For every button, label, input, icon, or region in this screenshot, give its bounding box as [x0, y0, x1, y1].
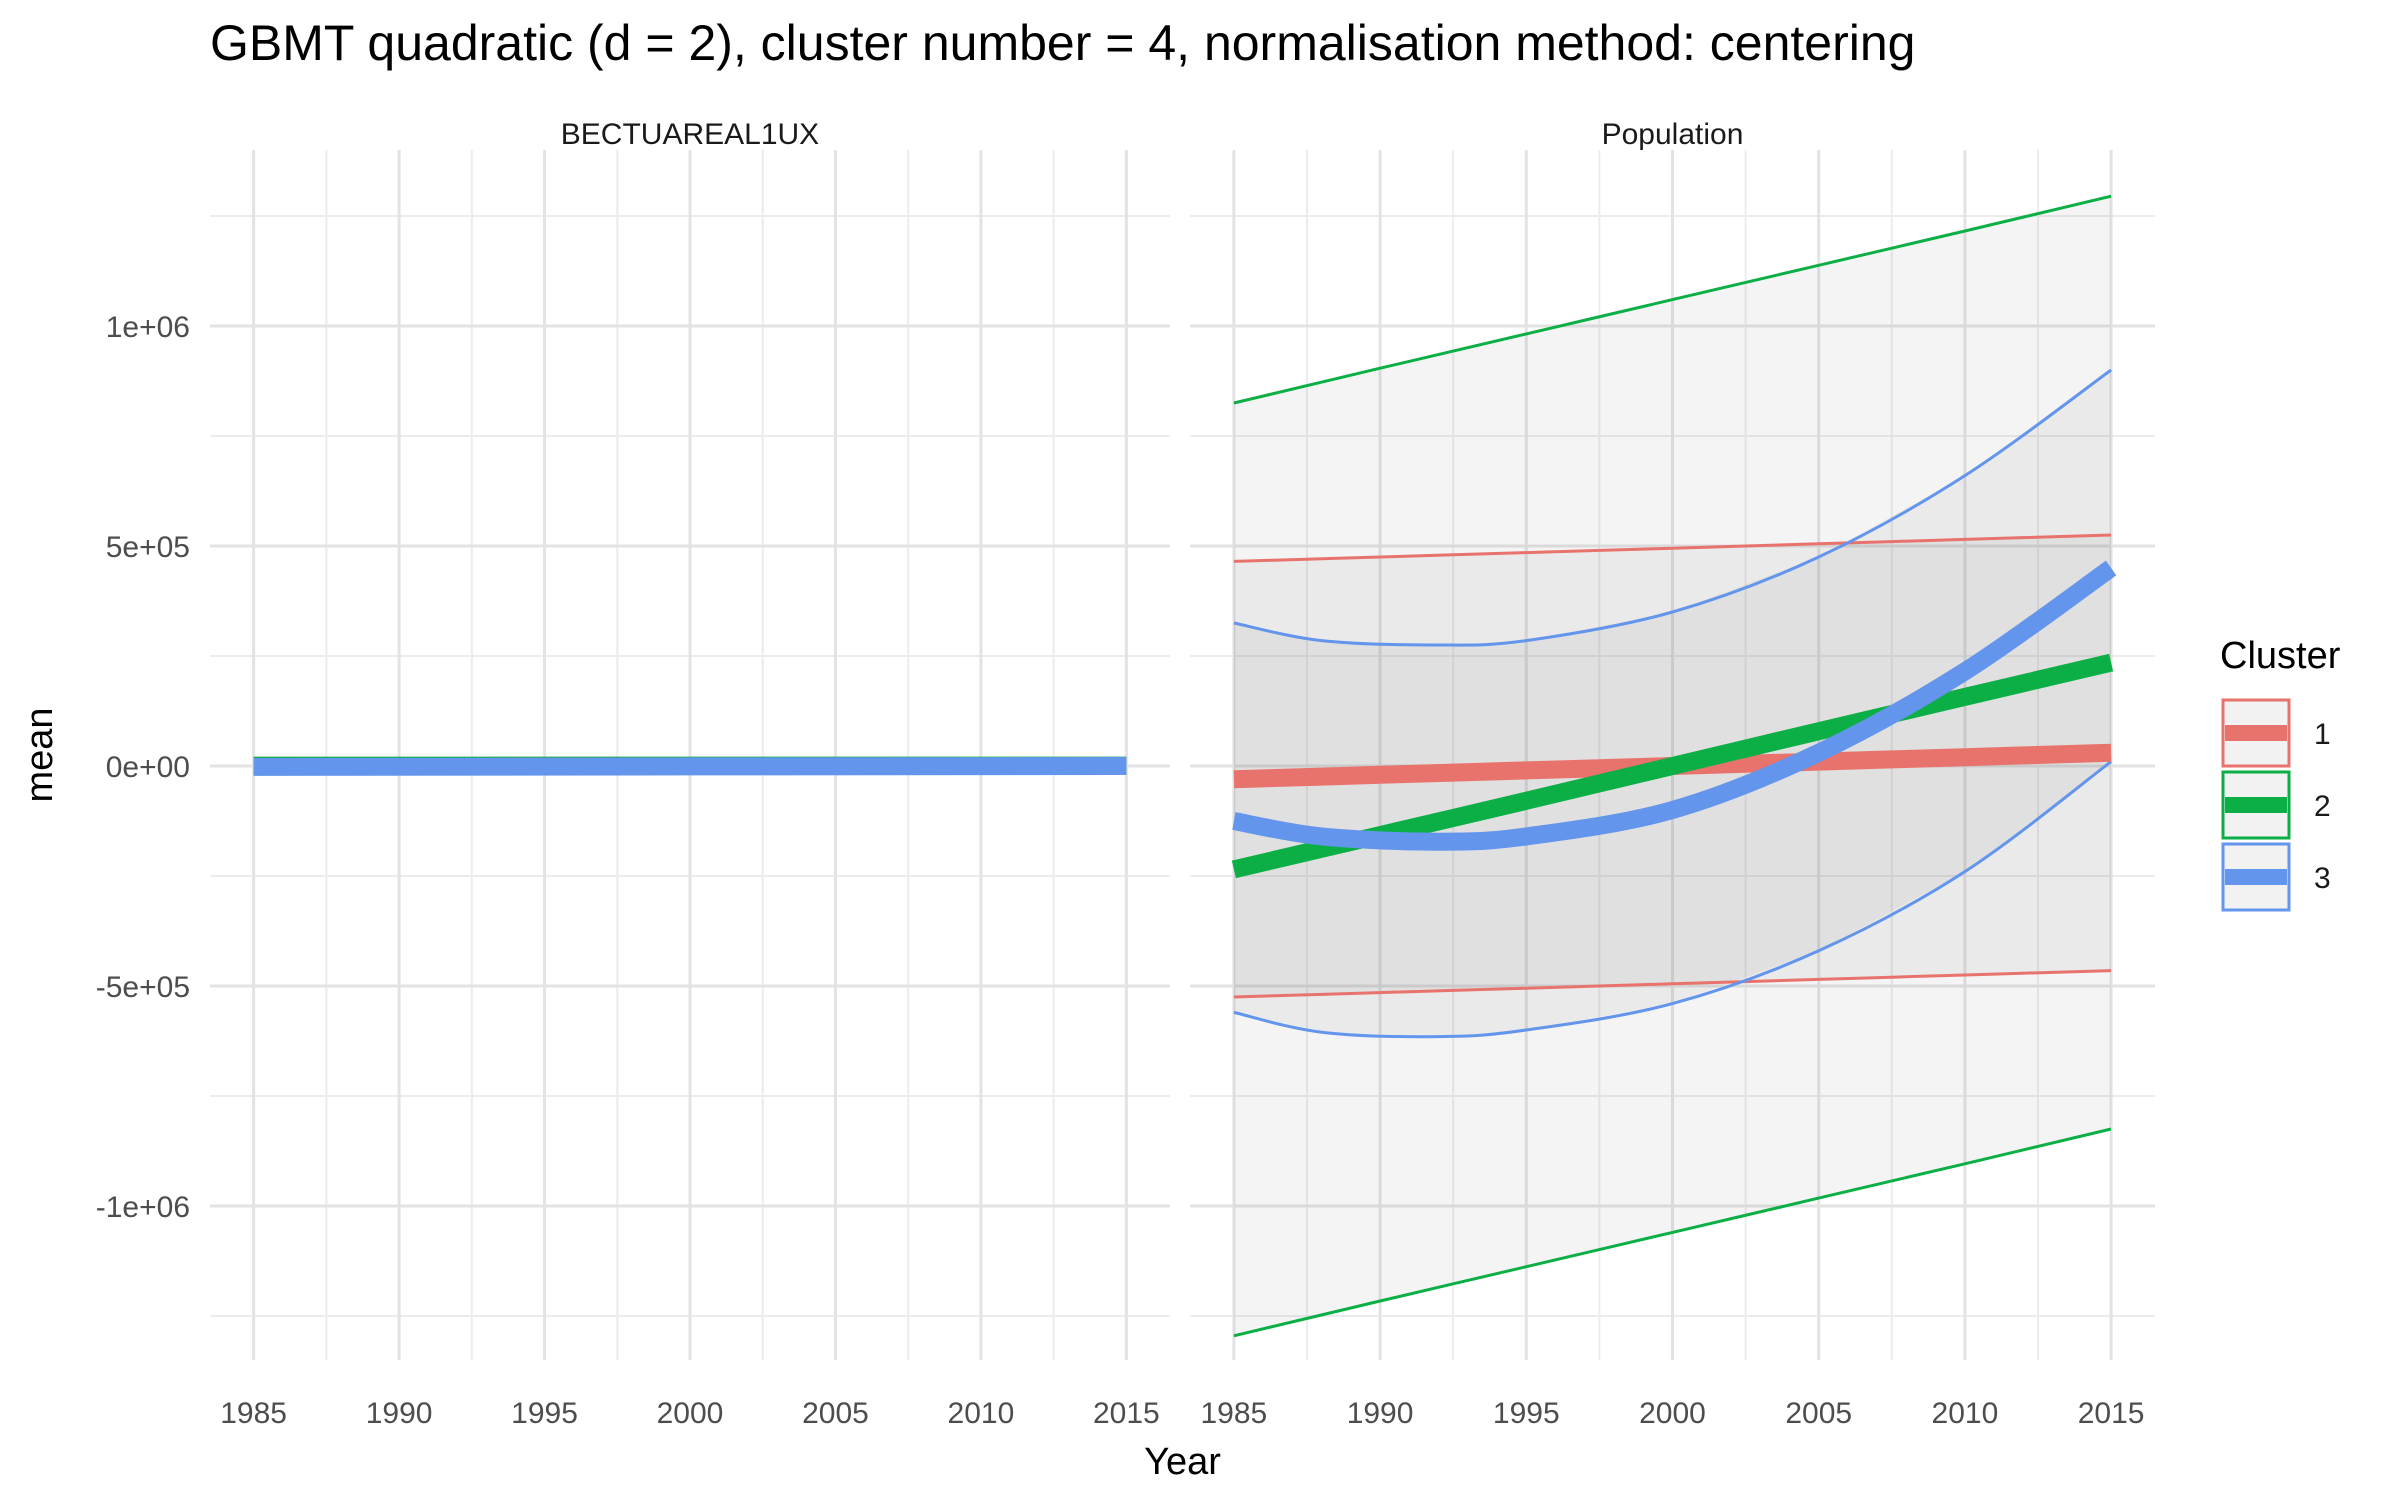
x-tick-label: 2005	[802, 1397, 869, 1430]
x-tick-label: 1990	[366, 1397, 433, 1430]
legend-label: 1	[2314, 718, 2331, 751]
legend-label: 2	[2314, 790, 2331, 823]
lower-bound-cluster-2	[1233, 1127, 2112, 1338]
x-axis-label: Year	[1144, 1441, 1221, 1483]
x-tick-label: 1990	[1347, 1397, 1414, 1430]
chart-title: GBMT quadratic (d = 2), cluster number =…	[210, 15, 1915, 71]
legend-label: 3	[2314, 862, 2331, 895]
x-axis-tick-labels: 1985 1990 1995 2000 2005 2010 2015	[220, 1397, 1159, 1430]
panel-bectuareal1ux: BECTUAREAL1UX 1985 1990 1995 2000 2005 2010 20…	[210, 118, 1170, 1430]
panel-gridlines	[210, 150, 1170, 1360]
ribbon-cluster-3	[1233, 370, 2112, 1037]
x-tick-label: 1985	[220, 1397, 287, 1430]
y-axis-tick-labels: -1e+06 -5e+05 0e+00 5e+05 1e+06	[96, 311, 190, 1224]
legend: Cluster 1 2 3	[2220, 635, 2341, 912]
x-tick-label: 2015	[2078, 1397, 2145, 1430]
lower-bound-cluster-3	[1233, 760, 2113, 1039]
legend-item-2: 2	[2221, 770, 2331, 840]
y-tick-label: 5e+05	[106, 531, 190, 564]
x-tick-label: 2010	[948, 1397, 1015, 1430]
upper-bound-cluster-3	[1233, 368, 2112, 647]
x-tick-label: 1985	[1200, 1397, 1267, 1430]
lower-bound-cluster-1	[1233, 969, 2112, 999]
y-tick-label: -5e+05	[96, 971, 190, 1004]
x-tick-label: 2015	[1093, 1397, 1160, 1430]
panel-population: Population 1985 1990 1995 2000 2005 2010 2015	[1190, 118, 2155, 1430]
mean-lines	[1231, 560, 2117, 879]
legend-title: Cluster	[2220, 635, 2341, 677]
x-tick-label: 1995	[511, 1397, 578, 1430]
y-axis-label: mean	[19, 707, 61, 802]
y-tick-label: -1e+06	[96, 1191, 190, 1224]
upper-bound-cluster-1	[1233, 533, 2112, 563]
x-tick-label: 1995	[1493, 1397, 1560, 1430]
y-tick-label: 1e+06	[106, 311, 190, 344]
mean-lines	[253, 756, 1127, 776]
mean-line-cluster-3	[1232, 560, 2117, 851]
x-axis-tick-labels: 1985 1990 1995 2000 2005 2010 2015	[1200, 1397, 2144, 1430]
mean-line-cluster-3	[253, 757, 1127, 776]
panel-strip-label: BECTUAREAL1UX	[561, 118, 819, 151]
x-tick-label: 2000	[657, 1397, 724, 1430]
legend-item-1: 1	[2221, 698, 2331, 768]
y-tick-label: 0e+00	[106, 751, 190, 784]
panel-strip-label: Population	[1602, 118, 1744, 151]
legend-item-3: 3	[2221, 842, 2331, 912]
upper-bound-cluster-2	[1233, 194, 2112, 405]
x-tick-label: 2005	[1785, 1397, 1852, 1430]
x-tick-label: 2010	[1932, 1397, 1999, 1430]
x-tick-label: 2000	[1639, 1397, 1706, 1430]
bound-lines	[1233, 194, 2113, 1338]
